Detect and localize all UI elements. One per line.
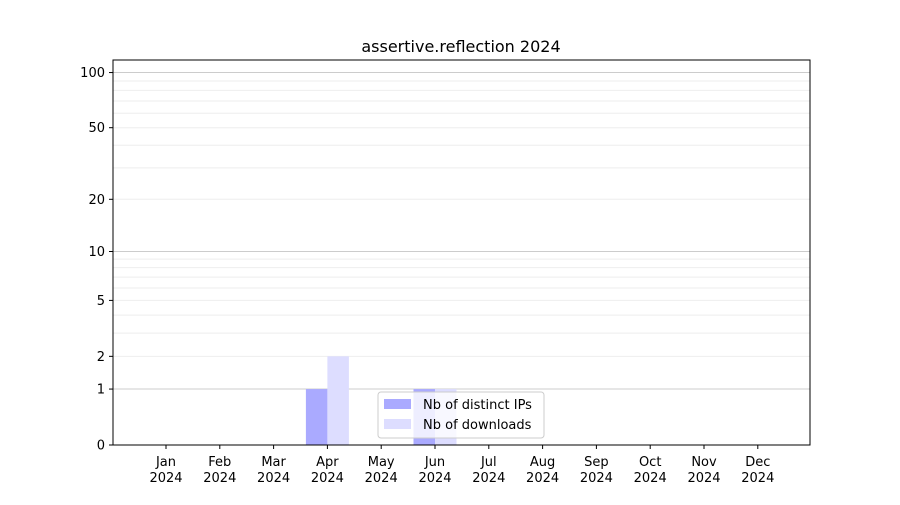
y-tick-label: 0 — [97, 439, 105, 454]
x-tick-label: 2024 — [472, 471, 505, 486]
y-tick-label: 50 — [88, 121, 105, 136]
chart-title: assertive.reflection 2024 — [361, 37, 560, 56]
legend-swatch — [384, 399, 411, 409]
y-tick-label: 1 — [97, 383, 105, 398]
x-tick-label: Sep — [584, 455, 609, 470]
x-tick-label: Apr — [316, 455, 339, 470]
bar-distinct-ips — [305, 389, 328, 445]
plot-frame — [112, 59, 811, 446]
x-tick-label: 2024 — [311, 471, 344, 486]
legend-label: Nb of distinct IPs — [423, 398, 532, 413]
x-tick-label: Jan — [155, 455, 176, 470]
x-tick-label: Jun — [424, 455, 445, 470]
x-tick-label: 2024 — [257, 471, 290, 486]
x-tick-label: 2024 — [418, 471, 451, 486]
x-tick-label: 2024 — [634, 471, 667, 486]
y-tick-label: 5 — [97, 294, 105, 309]
x-tick-label: 2024 — [580, 471, 613, 486]
bar-downloads — [327, 356, 349, 445]
y-tick-label: 20 — [88, 193, 105, 208]
x-tick-label: 2024 — [203, 471, 236, 486]
x-tick-label: 2024 — [149, 471, 182, 486]
x-tick-label: Oct — [639, 455, 661, 470]
legend-swatch — [384, 419, 411, 429]
x-tick-label: May — [368, 455, 395, 470]
legend: Nb of distinct IPs Nb of downloads — [377, 391, 545, 439]
x-tick-label: 2024 — [687, 471, 720, 486]
x-tick-label: 2024 — [365, 471, 398, 486]
x-tick-label: Jul — [480, 455, 497, 470]
y-tick-label: 2 — [97, 350, 105, 365]
legend-box — [377, 391, 545, 439]
y-tick-label: 100 — [80, 66, 105, 81]
legend-label: Nb of downloads — [423, 418, 532, 433]
x-tick-label: Nov — [691, 455, 717, 470]
x-tick-label: Feb — [208, 455, 231, 470]
y-tick-label: 10 — [88, 245, 105, 260]
x-tick-label: Dec — [745, 455, 770, 470]
x-tick-label: 2024 — [741, 471, 774, 486]
x-tick-label: 2024 — [526, 471, 559, 486]
x-tick-label: Mar — [261, 455, 286, 470]
x-tick-label: Aug — [530, 455, 555, 470]
